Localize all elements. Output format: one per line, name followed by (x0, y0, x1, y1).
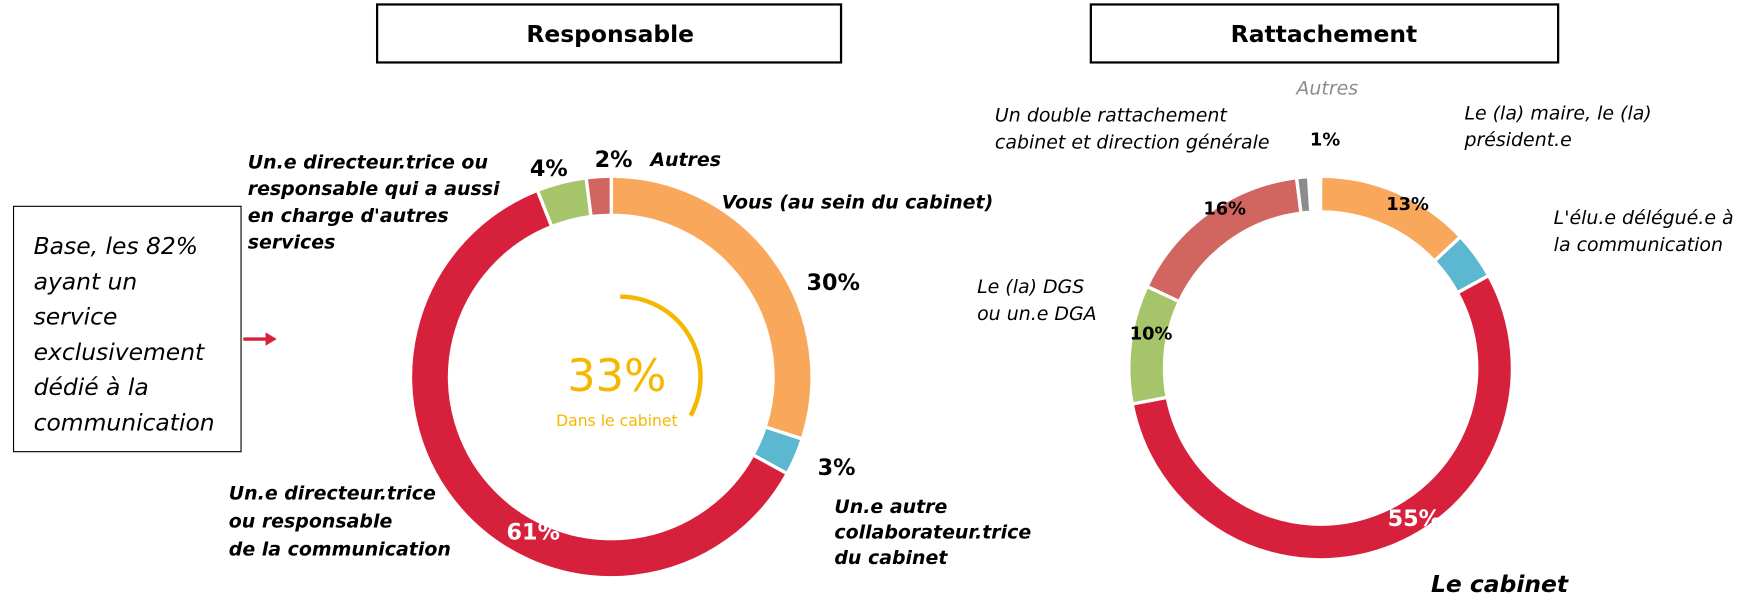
value-label: 61% (507, 520, 560, 546)
chart-title: Rattachement (1231, 20, 1418, 48)
category-label: Le (la) maire, le (la) (1464, 102, 1651, 124)
center-value: 33% (567, 350, 666, 402)
note-line: ayant un (34, 267, 138, 295)
category-label: collaborateur.trice (834, 522, 1031, 544)
value-label: 4% (530, 156, 568, 182)
donut-segment (408, 188, 790, 580)
category-label: ou responsable (229, 510, 393, 532)
note-box (12, 205, 242, 453)
note-line: service (34, 303, 118, 331)
value-label: 13% (1386, 194, 1429, 215)
arrow-head (265, 332, 277, 346)
category-label: la communication (1554, 234, 1723, 256)
value-label: 30% (807, 270, 860, 296)
donut-segment (1144, 175, 1303, 304)
value-label: 2% (595, 147, 633, 173)
category-label: de la communication (229, 538, 451, 560)
donut-segment (1294, 174, 1313, 215)
value-label: 3% (818, 455, 856, 481)
category-label: Autres (648, 149, 721, 171)
category-label: en charge d'autres (248, 205, 449, 227)
value-label: 55% (1388, 506, 1441, 532)
category-label: Vous (au sein du cabinet) (722, 191, 994, 213)
donut-segment (1318, 174, 1463, 264)
note-line: dédié à la (34, 373, 149, 401)
center-label: Dans le cabinet (556, 412, 677, 430)
center-arc (620, 294, 703, 417)
category-label: Autres (1294, 78, 1358, 100)
note-line: Base, les 82% (34, 232, 198, 260)
category-label: services (248, 232, 336, 254)
title-box (375, 3, 843, 64)
title-box (1089, 3, 1560, 64)
category-label: Un.e directeur.trice ou (248, 151, 488, 173)
note-line: exclusivement (34, 338, 205, 366)
category-label: du cabinet (834, 547, 948, 569)
category-label: président.e (1463, 129, 1571, 151)
value-label: 16% (1203, 199, 1246, 220)
category-label: Un double rattachement (995, 104, 1227, 126)
donut-segment (1127, 284, 1182, 406)
category-label: cabinet et direction générale (995, 131, 1270, 153)
chart-title: Responsable (526, 20, 694, 48)
category-label: Un.e autre (834, 496, 947, 518)
category-label: Le cabinet (1431, 570, 1569, 598)
category-label: Un.e directeur.trice (229, 483, 436, 505)
category-label: ou un.e DGA (977, 303, 1097, 325)
category-label: Le (la) DGS (977, 276, 1084, 298)
value-label: 10% (1130, 324, 1173, 345)
value-label: 1% (1310, 130, 1340, 151)
donut-segment (1130, 273, 1515, 562)
note-line: communication (34, 408, 215, 436)
category-label: responsable qui a aussi (248, 178, 500, 200)
donut-segment (584, 174, 613, 219)
category-label: L'élu.e délégué.e à (1554, 207, 1734, 229)
